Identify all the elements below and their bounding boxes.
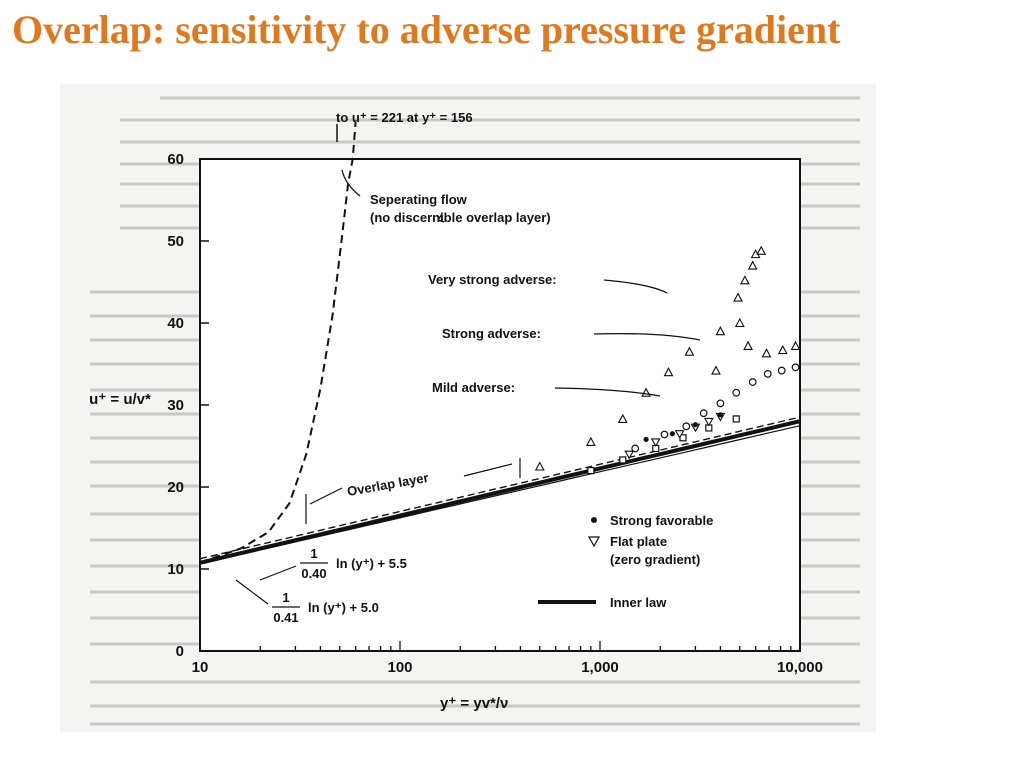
data-point xyxy=(692,422,699,428)
data-point xyxy=(624,450,635,460)
data-point xyxy=(748,378,757,386)
y-axis-label: u⁺ = u/v* xyxy=(89,391,151,408)
slide-title: Overlap: sensitivity to adverse pressure… xyxy=(12,7,841,52)
data-point xyxy=(585,436,596,446)
equation-1-text: ln (y⁺) + 5.5 xyxy=(336,556,407,571)
data-point xyxy=(761,348,772,358)
x-tick-label: 10 xyxy=(192,659,209,676)
overlap-bracket-right xyxy=(463,463,513,477)
data-point xyxy=(682,422,691,431)
y-tick-label: 40 xyxy=(167,315,184,332)
data-point xyxy=(684,346,695,356)
legend-marker-triangle xyxy=(587,536,601,548)
data-point xyxy=(663,367,674,377)
data-point xyxy=(631,444,640,453)
plot-frame xyxy=(199,158,801,652)
data-point xyxy=(643,436,649,443)
curves xyxy=(199,122,801,565)
y-tick-label: 0 xyxy=(176,643,184,660)
data-point xyxy=(732,415,740,423)
data-point xyxy=(733,292,743,302)
data-point xyxy=(734,317,745,328)
annotation-separating: Seperating flow xyxy=(370,192,468,207)
data-point xyxy=(669,431,675,437)
data-point xyxy=(739,275,750,285)
axis-ticks xyxy=(199,158,792,652)
annotations: to u⁺ = 221 at y⁺ = 156 Seperating flow … xyxy=(235,110,701,625)
inner-law-line xyxy=(199,419,801,565)
legend-marker-dot xyxy=(591,517,597,523)
y-tick-label: 50 xyxy=(167,233,184,250)
data-point xyxy=(617,413,628,423)
data-point xyxy=(715,326,726,336)
data-point xyxy=(747,260,758,270)
equation-1-numerator: 1 xyxy=(310,546,317,561)
data-point xyxy=(619,456,627,464)
data-point xyxy=(777,344,788,355)
x-tick-label: 1,000 xyxy=(581,659,619,676)
data-point xyxy=(756,245,767,255)
arrow-very-strong xyxy=(603,279,668,294)
chart-svg: 10 100 1,000 10,000 y⁺ = yv*/ν 0 10 20 3… xyxy=(89,96,860,726)
data-point xyxy=(732,388,741,397)
data-point xyxy=(711,365,721,375)
separating-flow-line xyxy=(199,122,357,564)
equation-1-denominator: 0.40 xyxy=(301,566,326,581)
annotation-very-strong: Very strong adverse: xyxy=(428,272,557,287)
x-axis-label: y⁺ = yv*/ν xyxy=(440,695,508,712)
x-tick-label: 10,000 xyxy=(777,659,823,676)
x-axis: 10 100 1,000 10,000 y⁺ = yv*/ν xyxy=(192,659,823,712)
annotation-strong: Strong adverse: xyxy=(442,326,541,341)
equation-2-numerator: 1 xyxy=(282,590,289,605)
leader-eq1 xyxy=(259,565,297,581)
legend-label: Strong favorable xyxy=(610,513,713,528)
data-point xyxy=(674,430,685,439)
y-tick-label: 10 xyxy=(167,561,184,578)
y-tick-label: 20 xyxy=(167,479,184,496)
data-point xyxy=(534,461,545,471)
y-axis: 0 10 20 30 40 50 60 u⁺ = u/v* xyxy=(89,151,184,660)
arrow-mild xyxy=(554,387,661,397)
data-point xyxy=(790,340,801,351)
data-point xyxy=(587,467,595,475)
legend-label: Flat plate xyxy=(610,534,667,549)
data-point xyxy=(717,412,724,418)
data-point xyxy=(650,438,661,448)
data-point xyxy=(699,409,708,418)
arrow-head xyxy=(437,213,445,223)
y-tick-label: 30 xyxy=(167,397,184,414)
annotation-top: to u⁺ = 221 at y⁺ = 156 xyxy=(336,110,473,125)
arrow-strong xyxy=(593,332,701,341)
data-point xyxy=(660,430,669,439)
overlap-line-solid xyxy=(199,425,801,565)
y-tick-label: 60 xyxy=(167,151,184,168)
x-tick-label: 100 xyxy=(387,659,412,676)
data-point xyxy=(716,399,725,408)
data-point xyxy=(763,369,772,378)
overlap-line-dashed xyxy=(199,416,801,560)
equation-2-denominator: 0.41 xyxy=(273,610,298,625)
data-point xyxy=(743,340,753,351)
arrow-separating xyxy=(341,169,361,197)
legend-label: Inner law xyxy=(610,595,667,610)
data-point xyxy=(777,366,786,375)
data-points xyxy=(534,245,801,475)
leader-eq2 xyxy=(235,579,269,605)
equation-2-text: ln (y⁺) + 5.0 xyxy=(308,600,379,615)
data-point xyxy=(703,417,714,427)
scanned-figure: 10 100 1,000 10,000 y⁺ = yv*/ν 0 10 20 3… xyxy=(60,84,876,732)
legend-label: (zero gradient) xyxy=(610,552,700,567)
data-point xyxy=(791,363,800,372)
overlap-bracket-left xyxy=(309,487,343,505)
legend: Strong favorable Flat plate (zero gradie… xyxy=(538,513,713,610)
annotation-separating: (no discernible overlap layer) xyxy=(370,210,551,225)
annotation-mild: Mild adverse: xyxy=(432,380,515,395)
